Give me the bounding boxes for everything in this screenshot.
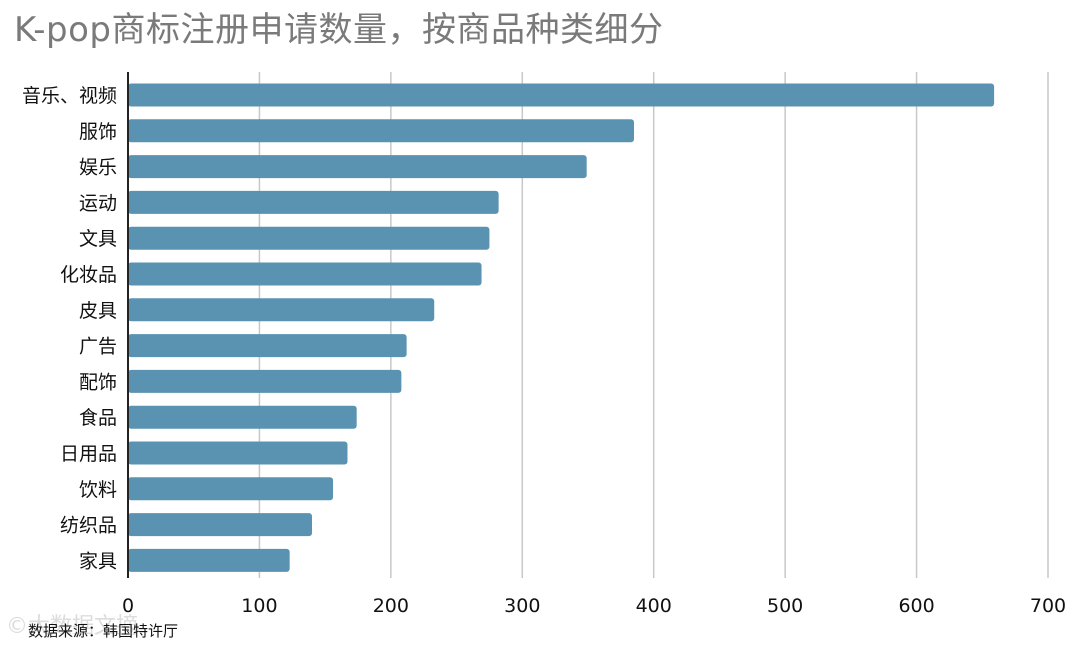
bar [128, 369, 402, 393]
bar [128, 155, 587, 179]
x-tick-label: 500 [767, 595, 803, 617]
category-label: 化妆品 [60, 264, 117, 286]
bar [128, 119, 634, 143]
x-tick-label: 100 [241, 595, 277, 617]
category-label: 饮料 [79, 479, 117, 501]
category-label: 文具 [79, 228, 117, 250]
category-label: 娱乐 [79, 157, 117, 179]
bar [128, 513, 312, 537]
bar [128, 298, 435, 322]
x-tick-label: 400 [636, 595, 672, 617]
chart-title: K-pop商标注册申请数量，按商品种类细分 [14, 10, 664, 50]
category-label: 配饰 [79, 371, 117, 393]
bar [128, 226, 490, 250]
bar [128, 441, 348, 465]
watermark-logo: ©大数据文摘 [6, 614, 139, 639]
category-label: 运动 [79, 192, 117, 214]
bar [128, 190, 499, 214]
x-tick-label: 300 [504, 595, 540, 617]
category-label: 广告 [79, 336, 117, 358]
x-tick-label: 200 [373, 595, 409, 617]
category-label: 纺织品 [60, 515, 117, 537]
bar [128, 548, 290, 572]
data-source-note: 数据来源：韩国特许厅 [28, 622, 179, 640]
category-label: 音乐、视频 [22, 85, 117, 107]
bar [128, 334, 407, 358]
bar [128, 262, 482, 286]
x-tick-label: 600 [898, 595, 934, 617]
x-tick-label: 700 [1030, 595, 1066, 617]
category-label: 服饰 [79, 121, 117, 143]
category-label: 食品 [79, 407, 117, 429]
category-label: 家具 [79, 550, 117, 572]
category-label: 日用品 [60, 443, 117, 465]
category-label: 皮具 [79, 300, 117, 322]
bar [128, 83, 995, 107]
bar [128, 477, 334, 501]
x-tick-label: 0 [122, 595, 134, 617]
bar [128, 405, 357, 429]
